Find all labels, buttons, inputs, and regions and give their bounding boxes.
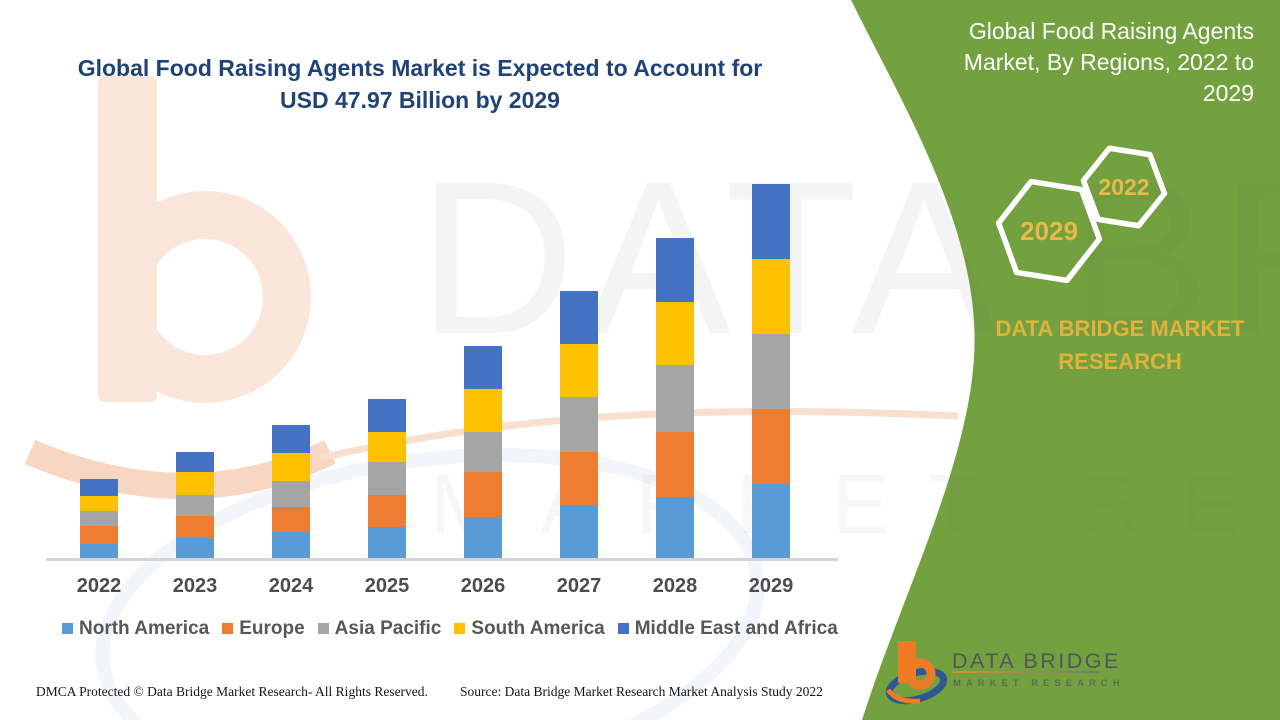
hexagon-2022 bbox=[1080, 145, 1168, 229]
bar-segment-asia-pacific bbox=[80, 511, 118, 526]
bar-segment-north-america bbox=[176, 537, 214, 558]
x-axis-label-2024: 2024 bbox=[268, 575, 314, 597]
page-title: Global Food Raising Agents Market is Exp… bbox=[55, 52, 785, 116]
legend-swatch bbox=[62, 623, 73, 634]
bar-segment-south-america bbox=[752, 259, 790, 334]
bar-segment-asia-pacific bbox=[368, 462, 406, 495]
bar-segment-middle-east-and-africa bbox=[752, 183, 790, 260]
legend-swatch bbox=[454, 623, 466, 634]
bar-segment-north-america bbox=[80, 543, 118, 558]
legend-swatch bbox=[222, 623, 234, 634]
bar-segment-middle-east-and-africa bbox=[656, 238, 694, 303]
bar-segment-north-america bbox=[752, 483, 790, 558]
hexagon-2022-label: 2022 bbox=[1098, 174, 1149, 200]
bar-segment-europe bbox=[272, 506, 310, 533]
bar-segment-north-america bbox=[272, 532, 310, 558]
legend-swatch bbox=[617, 623, 629, 634]
bar-segment-europe bbox=[80, 526, 118, 544]
logo-subtitle: MARKET RESEARCH bbox=[953, 678, 1125, 689]
dmca-copyright-text: DMCA Protected © Data Bridge Market Rese… bbox=[36, 684, 428, 699]
page-title-line1: Global Food Raising Agents Market is Exp… bbox=[77, 55, 763, 81]
bar-segment-middle-east-and-africa bbox=[560, 291, 598, 345]
panel-title-line1: Global Food Raising Agents bbox=[968, 18, 1254, 44]
panel-title-line3: 2029 bbox=[1202, 80, 1254, 106]
x-axis-label-2028: 2028 bbox=[652, 575, 698, 597]
legend-label: Europe bbox=[239, 618, 305, 639]
legend-item-south-america: South America bbox=[454, 618, 605, 639]
x-axis-label-2022: 2022 bbox=[76, 575, 122, 597]
bar-segment-north-america bbox=[656, 497, 694, 558]
legend-item-asia-pacific: Asia Pacific bbox=[317, 618, 442, 639]
panel-title-line2: Market, By Regions, 2022 to bbox=[963, 49, 1254, 75]
brand-wordmark-line1: DATA BRIDGE MARKET bbox=[995, 316, 1245, 341]
legend-label: North America bbox=[79, 618, 210, 639]
x-axis-label-2027: 2027 bbox=[556, 575, 602, 597]
bar-segment-north-america bbox=[560, 504, 598, 558]
logo-divider-line bbox=[952, 671, 1099, 673]
legend-swatch bbox=[317, 623, 329, 634]
brand-wordmark: DATA BRIDGE MARKET RESEARCH bbox=[955, 312, 1280, 378]
bar-segment-europe bbox=[176, 515, 214, 538]
panel-title: Global Food Raising Agents Market, By Re… bbox=[930, 16, 1254, 109]
page-title-line2: USD 47.97 Billion by 2029 bbox=[280, 87, 560, 113]
bar-segment-europe bbox=[368, 494, 406, 527]
legend-item-europe: Europe bbox=[222, 618, 305, 639]
bar-segment-north-america bbox=[368, 526, 406, 558]
x-axis-label-2023: 2023 bbox=[172, 575, 218, 597]
green-panel-shape bbox=[851, 0, 1280, 720]
x-axis-line bbox=[46, 558, 838, 561]
brand-wordmark-line2: RESEARCH bbox=[1058, 349, 1182, 374]
logo-b-bowl bbox=[904, 658, 936, 690]
legend-label: Asia Pacific bbox=[334, 618, 442, 639]
bar-segment-europe bbox=[464, 472, 502, 518]
x-axis-label-2029: 2029 bbox=[748, 575, 794, 597]
bar-segment-south-america bbox=[80, 496, 118, 512]
x-axis-label-2025: 2025 bbox=[364, 575, 410, 597]
bar-segment-south-america bbox=[560, 344, 598, 398]
x-axis-label-2026: 2026 bbox=[460, 575, 506, 597]
legend-label: South America bbox=[471, 618, 605, 639]
bar-segment-south-america bbox=[656, 302, 694, 366]
bar-segment-asia-pacific bbox=[752, 333, 790, 410]
logo-wordmark: DATA BRIDGE bbox=[952, 649, 1121, 673]
legend-label: Middle East and Africa bbox=[634, 618, 838, 639]
data-bridge-logo-icon bbox=[885, 641, 948, 705]
source-text: Source: Data Bridge Market Research Mark… bbox=[460, 684, 823, 699]
bar-segment-middle-east-and-africa bbox=[464, 345, 502, 389]
legend-item-north-america: North America bbox=[62, 619, 209, 638]
chart-legend: North America Europe Asia Pacific South Ame… bbox=[62, 619, 838, 638]
logo-orange-arc bbox=[886, 688, 921, 704]
hexagon-2029 bbox=[995, 178, 1103, 284]
bar-segment-north-america bbox=[464, 517, 502, 558]
bar-segment-asia-pacific bbox=[176, 494, 214, 516]
legend-item-middle-east-and-africa: Middle East and Africa bbox=[617, 618, 838, 639]
hexagon-2029-label: 2029 bbox=[1020, 216, 1078, 246]
